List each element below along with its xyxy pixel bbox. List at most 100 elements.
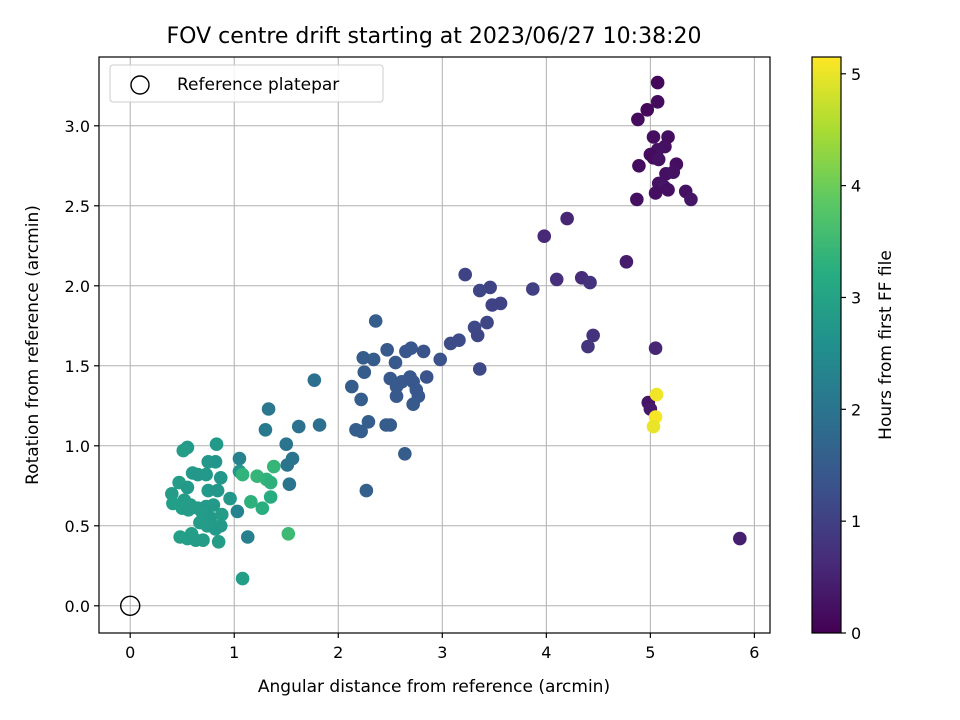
data-point-121 bbox=[196, 533, 210, 547]
data-point-10 bbox=[651, 152, 666, 167]
colorbar-label: Hours from first FF file bbox=[876, 250, 896, 440]
colorbar-tick-label-0: 0 bbox=[851, 624, 861, 643]
data-point-78 bbox=[279, 437, 294, 452]
data-point-11 bbox=[632, 159, 646, 173]
data-point-43 bbox=[472, 362, 487, 376]
data-point-33 bbox=[458, 267, 472, 282]
data-point-108 bbox=[206, 498, 221, 512]
data-point-45 bbox=[433, 352, 448, 367]
data-point-52 bbox=[388, 355, 403, 370]
data-point-51 bbox=[366, 352, 381, 367]
data-point-123 bbox=[235, 571, 250, 586]
y-tick-label-3: 1.5 bbox=[65, 357, 90, 376]
data-point-57 bbox=[389, 379, 404, 394]
legend: Reference platepar bbox=[109, 64, 384, 103]
data-point-14 bbox=[666, 165, 681, 179]
data-point-86 bbox=[176, 443, 191, 458]
colorbar-frame bbox=[811, 56, 842, 634]
data-point-75 bbox=[291, 419, 306, 434]
data-point-77 bbox=[258, 423, 273, 437]
data-point-130 bbox=[255, 501, 270, 515]
data-point-4 bbox=[646, 130, 661, 144]
colorbar-gradient bbox=[812, 57, 841, 633]
data-point-38 bbox=[480, 315, 494, 330]
colorbar-tick-label-2: 2 bbox=[851, 400, 861, 419]
data-point-70 bbox=[354, 424, 368, 439]
data-point-32 bbox=[526, 282, 540, 296]
data-point-74 bbox=[312, 418, 327, 432]
data-point-20 bbox=[630, 192, 644, 207]
data-point-116 bbox=[214, 507, 229, 522]
data-point-71 bbox=[398, 447, 412, 461]
data-point-3 bbox=[631, 112, 645, 127]
data-point-126 bbox=[263, 475, 278, 490]
data-point-92 bbox=[199, 467, 213, 482]
data-point-40 bbox=[470, 328, 485, 343]
data-point-47 bbox=[399, 344, 413, 359]
x-tick-label-2: 2 bbox=[333, 643, 343, 662]
x-tick-label-6: 6 bbox=[749, 643, 759, 662]
data-point-1 bbox=[650, 95, 665, 109]
data-point-17 bbox=[661, 183, 675, 197]
y-tick-label-0: 0.0 bbox=[65, 597, 90, 616]
colorbar: 0 1 2 3 4 5 Hours from first FF file bbox=[811, 56, 896, 643]
data-point-68 bbox=[383, 418, 398, 432]
data-point-122 bbox=[211, 535, 226, 549]
colorbar-tick-label-1: 1 bbox=[851, 512, 861, 531]
data-point-109 bbox=[223, 491, 237, 506]
data-point-127 bbox=[266, 459, 281, 474]
colorbar-ticks: 0 1 2 3 4 5 bbox=[841, 65, 861, 643]
data-point-106 bbox=[181, 503, 196, 517]
data-point-2 bbox=[640, 103, 655, 117]
data-point-50 bbox=[356, 351, 371, 365]
data-point-31 bbox=[581, 339, 595, 354]
data-point-136 bbox=[646, 419, 661, 434]
data-point-87 bbox=[209, 437, 224, 452]
data-point-58 bbox=[403, 370, 417, 384]
data-point-82 bbox=[232, 451, 247, 466]
data-point-42 bbox=[443, 336, 458, 351]
x-axis-label: Angular distance from reference (arcmin) bbox=[258, 677, 610, 697]
data-point-100 bbox=[235, 467, 250, 482]
data-point-134 bbox=[649, 387, 664, 402]
legend-box bbox=[109, 64, 384, 103]
data-point-23 bbox=[537, 229, 552, 243]
x-tick-label-4: 4 bbox=[541, 643, 551, 662]
data-point-115 bbox=[213, 519, 228, 533]
colorbar-tick-label-4: 4 bbox=[851, 177, 861, 196]
data-point-35 bbox=[472, 283, 487, 298]
data-point-18 bbox=[648, 186, 663, 200]
legend-marker-open-circle bbox=[130, 75, 150, 95]
data-point-22 bbox=[733, 531, 747, 546]
y-tick-label-2: 1.0 bbox=[65, 437, 90, 456]
data-point-34 bbox=[483, 280, 497, 295]
data-point-27 bbox=[549, 272, 564, 287]
data-point-65 bbox=[406, 397, 420, 412]
axes: 0 1 2 3 4 5 6 0.0 0.5 1.0 1.5 2.0 2.5 3.0 bbox=[65, 56, 771, 662]
data-point-49 bbox=[380, 343, 394, 357]
data-point-63 bbox=[389, 389, 404, 404]
data-point-83 bbox=[230, 504, 245, 519]
x-tick-label-1: 1 bbox=[229, 643, 239, 662]
plot-frame bbox=[98, 56, 771, 634]
data-point-64 bbox=[354, 392, 368, 407]
data-point-89 bbox=[208, 455, 223, 469]
data-point-97 bbox=[210, 483, 225, 498]
data-point-98 bbox=[213, 471, 228, 485]
data-point-84 bbox=[240, 530, 255, 544]
data-point-25 bbox=[619, 254, 634, 269]
y-tick-label-1: 0.5 bbox=[65, 517, 90, 536]
data-point-21 bbox=[684, 192, 698, 207]
y-tick-label-5: 2.5 bbox=[65, 197, 90, 216]
reference-layer bbox=[120, 595, 141, 616]
data-point-44 bbox=[368, 314, 383, 328]
data-point-59 bbox=[419, 370, 434, 384]
data-point-81 bbox=[282, 477, 297, 492]
colorbar-tick-label-5: 5 bbox=[851, 65, 861, 84]
data-points bbox=[165, 75, 747, 586]
legend-entry-label: Reference platepar bbox=[177, 75, 339, 95]
data-point-72 bbox=[359, 483, 374, 498]
data-point-80 bbox=[280, 458, 295, 472]
